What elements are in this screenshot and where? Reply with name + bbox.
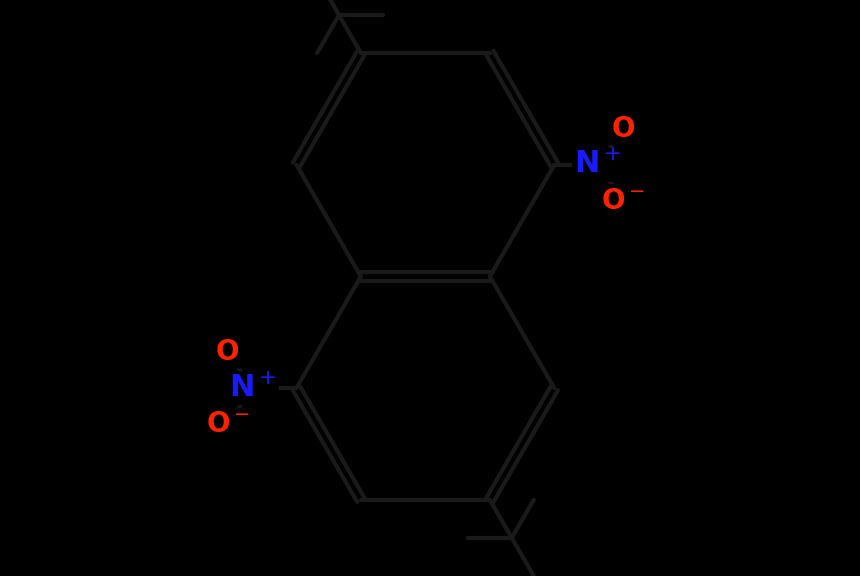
Text: N$^+$: N$^+$ [229,374,276,403]
Text: O$^-$: O$^-$ [206,410,249,438]
Text: O: O [216,338,239,366]
Text: O$^-$: O$^-$ [601,187,645,215]
Text: N$^+$: N$^+$ [574,150,622,179]
Text: O: O [611,115,635,143]
